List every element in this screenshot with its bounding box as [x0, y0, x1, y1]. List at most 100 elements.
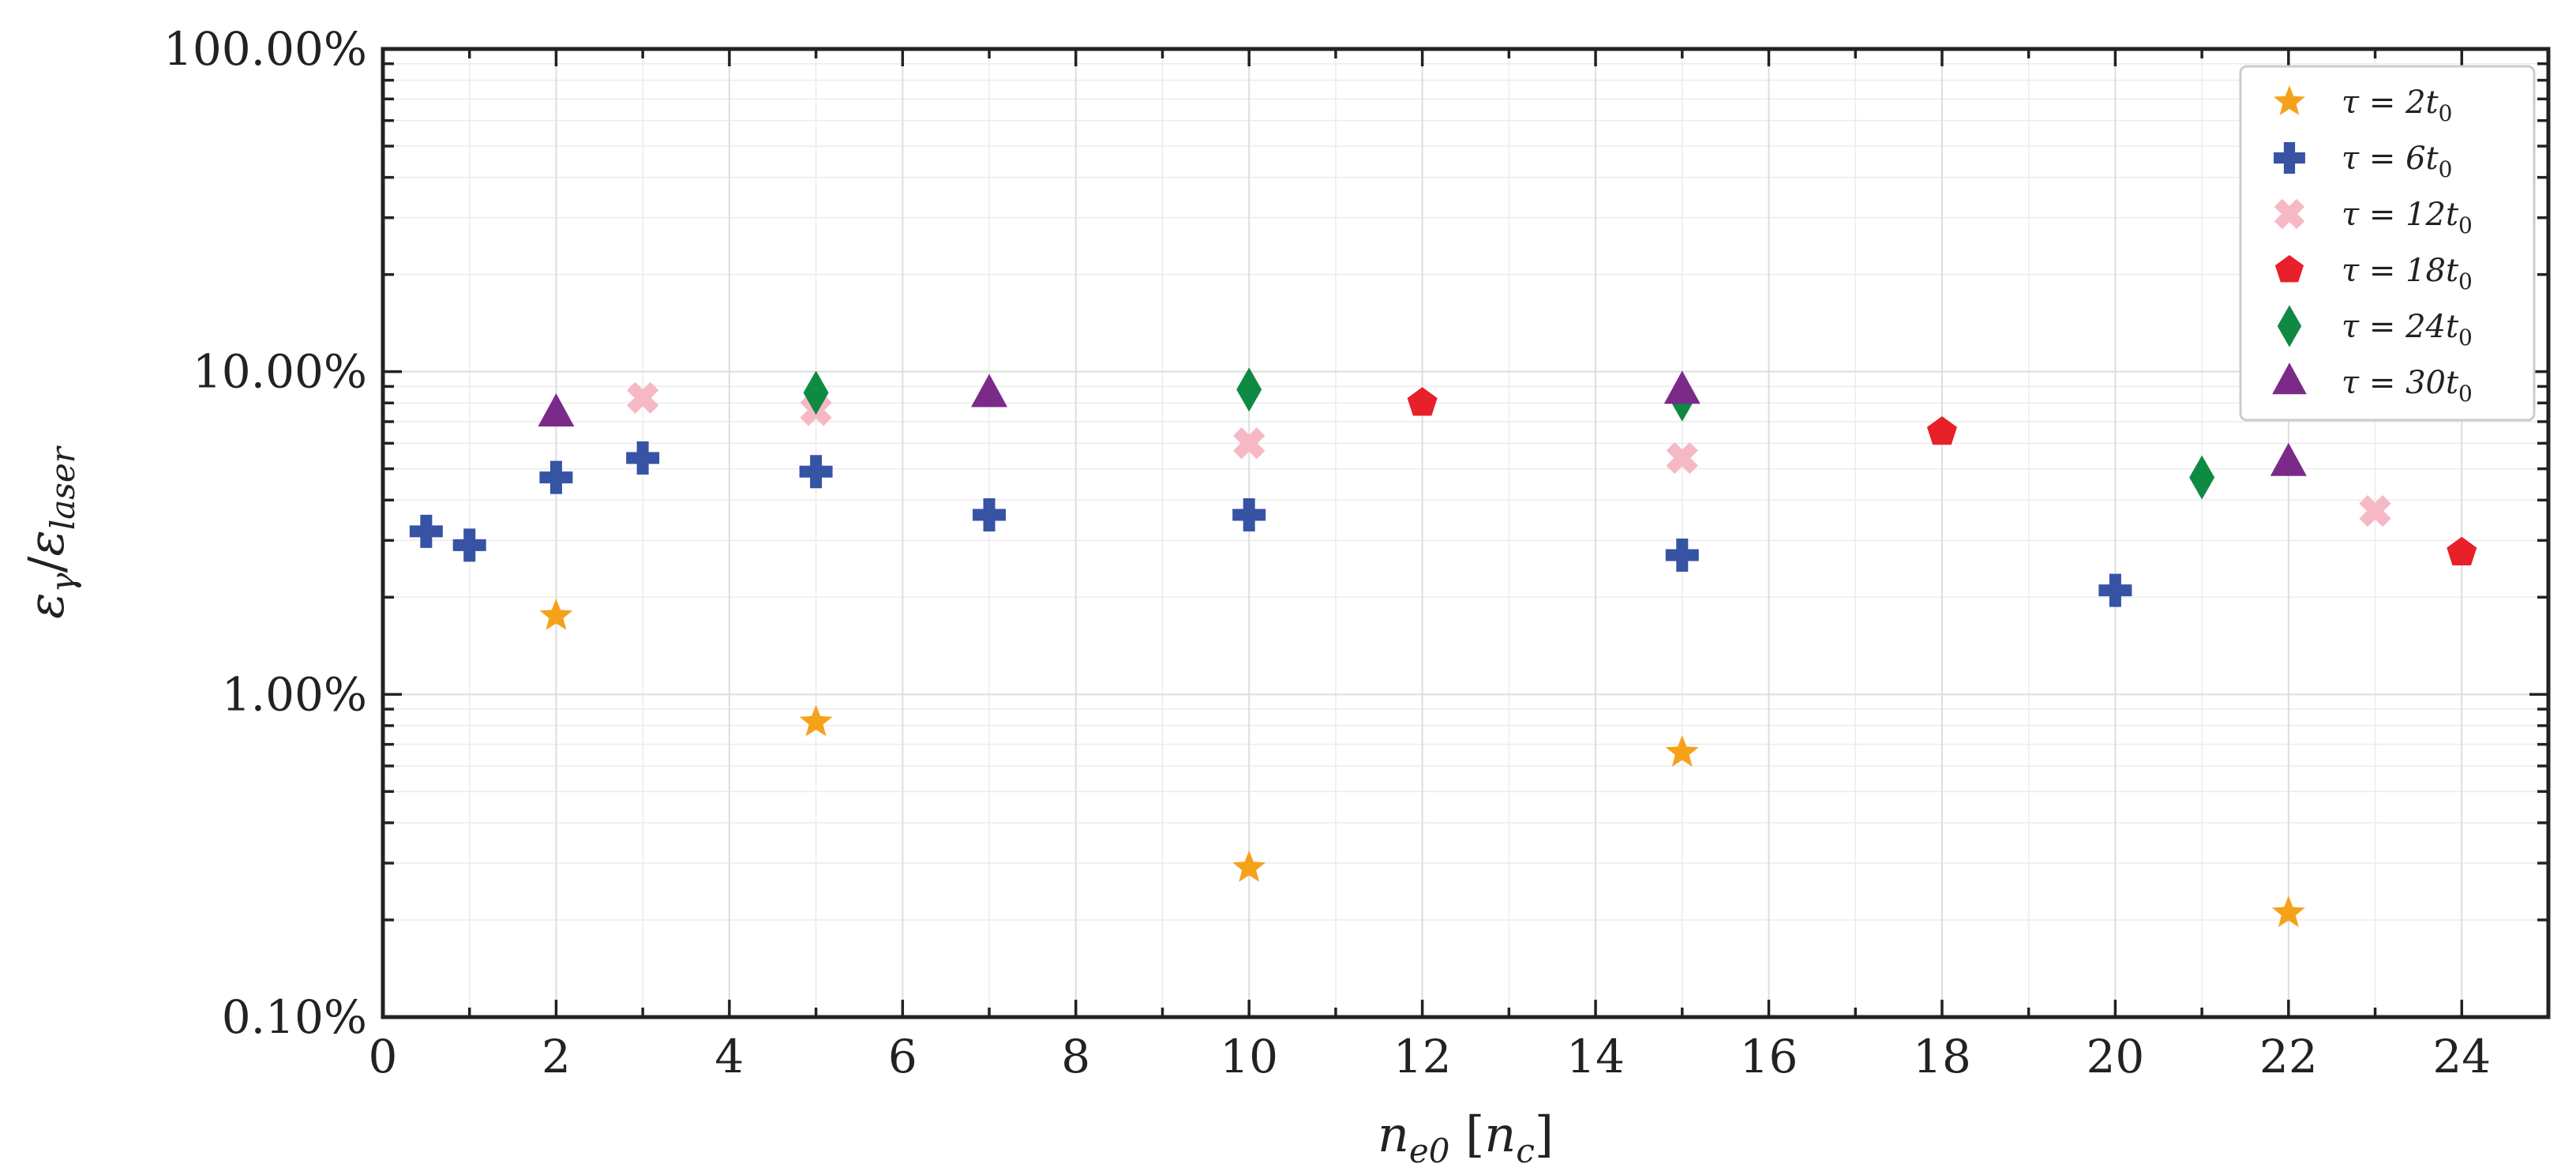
- data-point: [1666, 441, 1698, 475]
- y-tick-label: 10.00%: [193, 345, 367, 399]
- legend-label-sub: 0: [2458, 212, 2473, 238]
- legend-box: [2239, 65, 2536, 422]
- legend-label: τ = 18t0: [2342, 253, 2473, 295]
- xlabel-bracket-close: ]: [1535, 1106, 1554, 1163]
- data-point: [2098, 573, 2132, 607]
- x-tick-label: 22: [2259, 1030, 2318, 1083]
- data-point: [626, 441, 660, 475]
- legend-entry: τ = 6t0: [2274, 141, 2452, 182]
- data-point: [1663, 370, 1700, 404]
- x-tick-label: 10: [1220, 1030, 1278, 1083]
- legend-label: τ = 2t0: [2342, 84, 2452, 126]
- minor-grid: [383, 49, 2549, 1017]
- legend-label-main: τ = 18t: [2342, 253, 2459, 289]
- legend-label: τ = 24t0: [2342, 309, 2473, 351]
- data-point: [2447, 536, 2477, 565]
- series-2: [409, 441, 2132, 607]
- x-axis-label: ne0 [nc]: [1378, 1106, 1554, 1170]
- x-tick-label: 4: [714, 1030, 744, 1083]
- data-point: [2270, 442, 2307, 476]
- data-point: [1232, 850, 1266, 882]
- legend-label: τ = 12t0: [2342, 197, 2473, 238]
- legend-marker: [2274, 255, 2304, 283]
- x-tick-label: 2: [542, 1030, 571, 1083]
- data-point: [539, 599, 573, 630]
- y-tick-label: 0.10%: [222, 990, 367, 1044]
- series-3: [627, 381, 2391, 527]
- legend-marker: [2274, 142, 2305, 174]
- data-point: [799, 455, 833, 489]
- data-point: [799, 704, 833, 737]
- xlabel-bracket-open: [: [1449, 1106, 1484, 1163]
- ylabel-num-sub: γ: [43, 572, 82, 592]
- data-point: [2271, 895, 2305, 928]
- legend-label-main: τ = 12t: [2342, 197, 2459, 233]
- x-tick-label: 12: [1393, 1030, 1452, 1083]
- data-point: [452, 528, 486, 562]
- data-point: [971, 374, 1008, 407]
- series-4: [1407, 387, 2477, 565]
- data-point: [1236, 367, 1262, 412]
- data-point: [1407, 387, 1438, 416]
- x-tick-label: 0: [369, 1030, 398, 1083]
- legend-marker: [2277, 305, 2302, 347]
- xlabel-base: n: [1378, 1106, 1409, 1163]
- legend-marker: [2272, 362, 2307, 395]
- x-tick-labels: 0 2 4 6 8 10 12 14 16 18 20 22 24: [369, 1030, 2492, 1083]
- legend-entry: τ = 24t0: [2277, 305, 2473, 351]
- legend-label: τ = 6t0: [2342, 141, 2452, 182]
- legend-label-sub: 0: [2439, 100, 2453, 126]
- legend-entry: τ = 2t0: [2274, 84, 2452, 126]
- x-tick-label: 20: [2086, 1030, 2144, 1083]
- data-point: [1665, 539, 1699, 572]
- x-tick-label: 24: [2432, 1030, 2491, 1083]
- x-tick-label: 14: [1566, 1030, 1625, 1083]
- legend-entry: τ = 30t0: [2272, 362, 2473, 407]
- xlabel-bracket-sub: c: [1516, 1132, 1535, 1170]
- x-tick-label: 6: [888, 1030, 917, 1083]
- legend-label-sub: 0: [2458, 381, 2473, 407]
- data-point: [1926, 416, 1957, 445]
- y-axis-label: εγ/εlaser: [17, 445, 82, 618]
- legend-label-main: τ = 2t: [2342, 84, 2439, 121]
- data-point: [538, 393, 575, 427]
- legend-label-main: τ = 24t: [2342, 309, 2459, 345]
- y-tick-label: 100.00%: [163, 22, 367, 76]
- xlabel-sub: e0: [1409, 1132, 1450, 1170]
- ylabel-num: ε: [17, 592, 75, 618]
- legend-label-main: τ = 30t: [2342, 365, 2459, 401]
- x-tick-label: 8: [1061, 1030, 1090, 1083]
- ylabel-den: ε: [17, 530, 75, 556]
- data-point: [627, 381, 659, 414]
- legend-label-sub: 0: [2439, 156, 2453, 182]
- legend-marker: [2274, 85, 2305, 115]
- data-point: [803, 370, 829, 415]
- legend-marker: [2274, 198, 2305, 230]
- data-point: [539, 460, 573, 494]
- ylabel-slash: /: [17, 556, 75, 572]
- data-point: [2189, 455, 2215, 500]
- legend-label: τ = 30t0: [2342, 365, 2473, 407]
- data-point: [1665, 735, 1699, 767]
- series-1: [539, 599, 2305, 928]
- x-tick-label: 18: [1913, 1030, 1971, 1083]
- data-point: [2359, 494, 2391, 527]
- data-point: [973, 497, 1007, 531]
- legend-entry: τ = 12t0: [2274, 197, 2473, 238]
- data-markers: [409, 367, 2477, 928]
- data-point: [409, 514, 443, 548]
- legend-label-main: τ = 6t: [2342, 141, 2439, 177]
- plot-frame: [381, 47, 2551, 1019]
- series-6: [538, 370, 2307, 476]
- xlabel-bracket-base: n: [1484, 1106, 1516, 1163]
- legend-label-sub: 0: [2458, 268, 2473, 295]
- ylabel-den-sub: laser: [43, 445, 82, 530]
- data-point: [1232, 497, 1266, 531]
- legend-label-sub: 0: [2458, 325, 2473, 351]
- legend-entry: τ = 18t0: [2274, 253, 2473, 295]
- data-point: [1233, 427, 1266, 460]
- x-tick-label: 16: [1740, 1030, 1798, 1083]
